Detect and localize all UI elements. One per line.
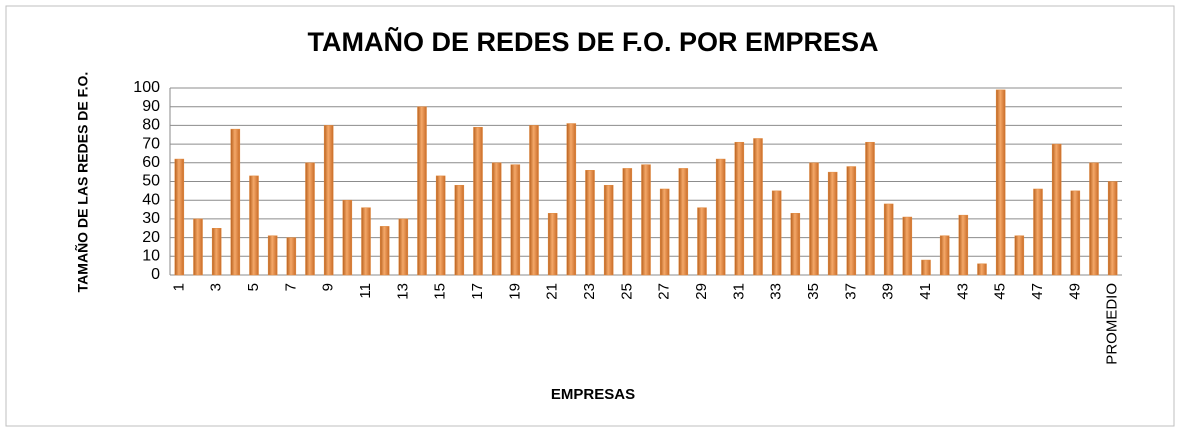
bar	[1033, 188, 1043, 276]
bar	[678, 168, 689, 276]
bar	[566, 123, 577, 276]
x-tick-label: 47	[1029, 283, 1046, 300]
x-tick-label: 13	[394, 283, 411, 300]
y-tick-label: 60	[142, 154, 160, 171]
x-tick-label: 11	[357, 283, 374, 299]
bar	[1051, 143, 1062, 276]
y-tick-label: 100	[133, 79, 160, 96]
bar	[547, 213, 558, 276]
x-tick-label: 45	[992, 283, 1009, 300]
bar	[585, 170, 595, 276]
bar	[939, 235, 950, 276]
bar	[827, 171, 838, 276]
bar	[473, 127, 483, 276]
y-tick-label: 0	[151, 266, 160, 283]
bar	[249, 175, 259, 276]
bar	[659, 188, 670, 276]
y-tick-label: 20	[142, 229, 160, 246]
x-tick-label: 37	[842, 283, 859, 300]
bar	[697, 207, 707, 276]
x-tick-label: PROMEDIO	[1104, 283, 1121, 365]
bar	[790, 213, 801, 276]
bar	[622, 168, 633, 276]
bar	[454, 184, 465, 276]
bar	[771, 190, 782, 276]
x-tick-label: 41	[917, 283, 934, 300]
x-tick-label: 39	[880, 283, 897, 300]
x-tick-label: 15	[432, 283, 449, 300]
bar	[510, 164, 521, 276]
bar	[193, 218, 203, 276]
bar	[342, 199, 353, 276]
bar	[995, 89, 1006, 276]
y-tick-label: 50	[142, 173, 160, 190]
bar	[921, 259, 931, 276]
bar	[529, 125, 539, 276]
bar	[417, 106, 427, 276]
x-tick-label: 27	[656, 283, 673, 300]
x-axis-label: EMPRESAS	[551, 386, 635, 403]
y-tick-label: 30	[142, 210, 160, 227]
bar	[361, 207, 371, 276]
bar	[491, 162, 502, 276]
x-tick-label: 19	[506, 283, 523, 300]
bar	[809, 162, 819, 276]
bar	[174, 158, 185, 276]
bar	[958, 214, 969, 276]
bar	[211, 228, 222, 276]
bar	[230, 128, 241, 276]
bar	[435, 175, 446, 276]
bar	[1089, 162, 1099, 276]
chart-title: TAMAÑO DE REDES DE F.O. POR EMPRESA	[307, 26, 878, 57]
bar	[846, 166, 857, 276]
x-tick-label: 3	[208, 283, 225, 291]
x-tick-label: 7	[282, 283, 299, 291]
bar	[305, 162, 315, 276]
bar	[715, 158, 726, 276]
x-tick-label: 17	[469, 283, 486, 300]
x-tick-label: 21	[544, 283, 561, 300]
bar	[641, 164, 651, 276]
y-tick-label: 90	[142, 98, 160, 115]
y-tick-label: 80	[142, 117, 160, 134]
x-tick-label: 29	[693, 283, 710, 300]
bar	[865, 141, 875, 276]
x-tick-label: 25	[618, 283, 635, 300]
bar	[977, 263, 987, 276]
bar	[267, 235, 278, 276]
x-tick-label: 31	[730, 283, 747, 300]
x-tick-label: 9	[320, 283, 337, 291]
bar	[398, 218, 409, 276]
x-tick-label: 23	[581, 283, 598, 300]
x-tick-label: 49	[1066, 283, 1083, 300]
bar	[734, 141, 745, 276]
bar	[603, 184, 614, 276]
y-axis-label: TAMAÑO DE LAS REDES DE F.O.	[74, 72, 91, 293]
y-tick-label: 40	[142, 191, 160, 208]
bar	[753, 138, 763, 276]
x-tick-label: 35	[805, 283, 822, 300]
bar	[286, 237, 297, 276]
y-tick-label: 10	[142, 248, 160, 265]
bar	[1014, 235, 1025, 276]
x-tick-label: 5	[245, 283, 262, 291]
y-tick-label: 70	[142, 135, 160, 152]
x-tick-label: 33	[768, 283, 785, 300]
bar	[902, 216, 913, 276]
x-tick-label: 43	[954, 283, 971, 300]
bar	[379, 226, 390, 276]
bar	[883, 203, 894, 276]
bar	[1107, 181, 1118, 276]
bar	[323, 125, 334, 276]
bar	[1070, 190, 1081, 276]
x-tick-label: 1	[170, 283, 187, 291]
